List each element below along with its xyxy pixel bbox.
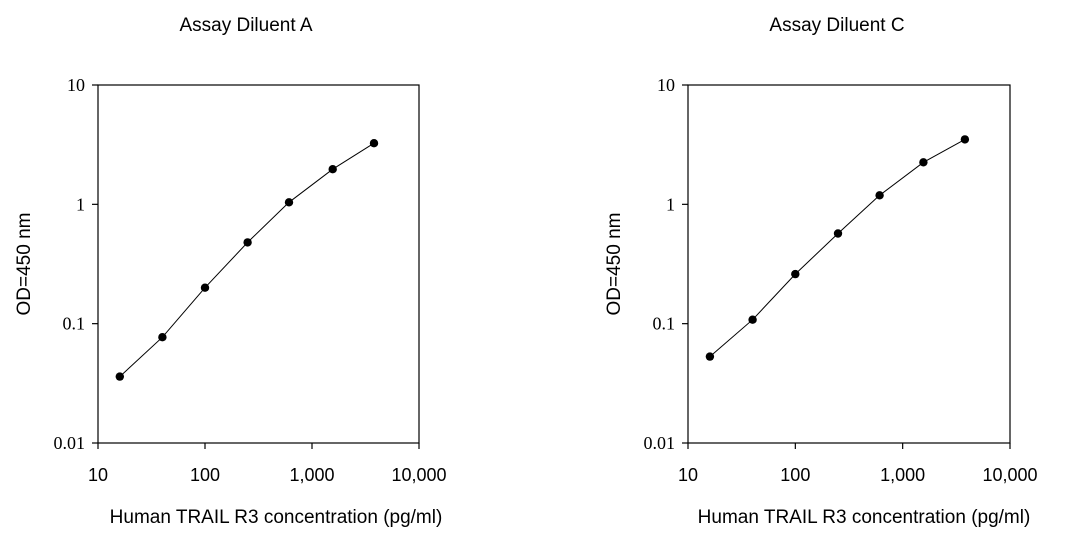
x-tick-label: 1,000 [880, 465, 925, 485]
data-point [200, 283, 210, 292]
plot-frame [97, 84, 420, 444]
data-point [369, 139, 379, 148]
x-axis-label: Human TRAIL R3 concentration (pg/ml) [110, 507, 443, 528]
series-line [119, 142, 375, 377]
x-tick-label: 1,000 [289, 465, 334, 485]
x-tick-label: 10,000 [982, 465, 1037, 485]
data-point [243, 238, 252, 247]
data-point [115, 372, 125, 381]
chart-title: Assay Diluent C [769, 15, 904, 36]
x-tick-label: 10,000 [391, 465, 446, 485]
data-point [748, 315, 757, 324]
data-point [960, 135, 970, 144]
data-point [158, 333, 167, 342]
y-tick-label: 1 [76, 194, 85, 214]
chart-title: Assay Diluent A [179, 15, 312, 36]
series-line [709, 138, 966, 357]
y-tick-label: 0.1 [653, 314, 676, 334]
data-point [705, 352, 715, 361]
plot-frame [687, 84, 1011, 444]
data-point [328, 165, 337, 174]
data-point [284, 198, 294, 207]
y-tick-label: 1 [666, 194, 675, 214]
chart-panel-diluent-c: Assay Diluent C OD=450 nm Human TRAIL R3… [604, 15, 1038, 528]
x-tick-label: 10 [678, 465, 698, 485]
data-point [833, 229, 843, 238]
y-tick-label: 0.01 [54, 433, 86, 453]
y-tick-label: 0.01 [644, 433, 676, 453]
x-tick-label: 100 [190, 465, 220, 485]
x-tick-label: 10 [88, 465, 108, 485]
x-axis-label: Human TRAIL R3 concentration (pg/ml) [698, 507, 1031, 528]
y-tick-label: 10 [657, 75, 675, 95]
data-series [115, 139, 379, 381]
y-axis-label: OD=450 nm [14, 213, 35, 316]
data-point [875, 191, 884, 200]
data-series [705, 135, 970, 361]
y-tick-label: 0.1 [63, 314, 86, 334]
x-tick-label: 100 [780, 465, 810, 485]
y-axis-label: OD=450 nm [604, 213, 625, 316]
data-point [919, 158, 928, 167]
data-point [791, 269, 800, 279]
y-tick-label: 10 [67, 75, 85, 95]
chart-panel-diluent-a: Assay Diluent A OD=450 nm Human TRAIL R3… [14, 15, 447, 528]
